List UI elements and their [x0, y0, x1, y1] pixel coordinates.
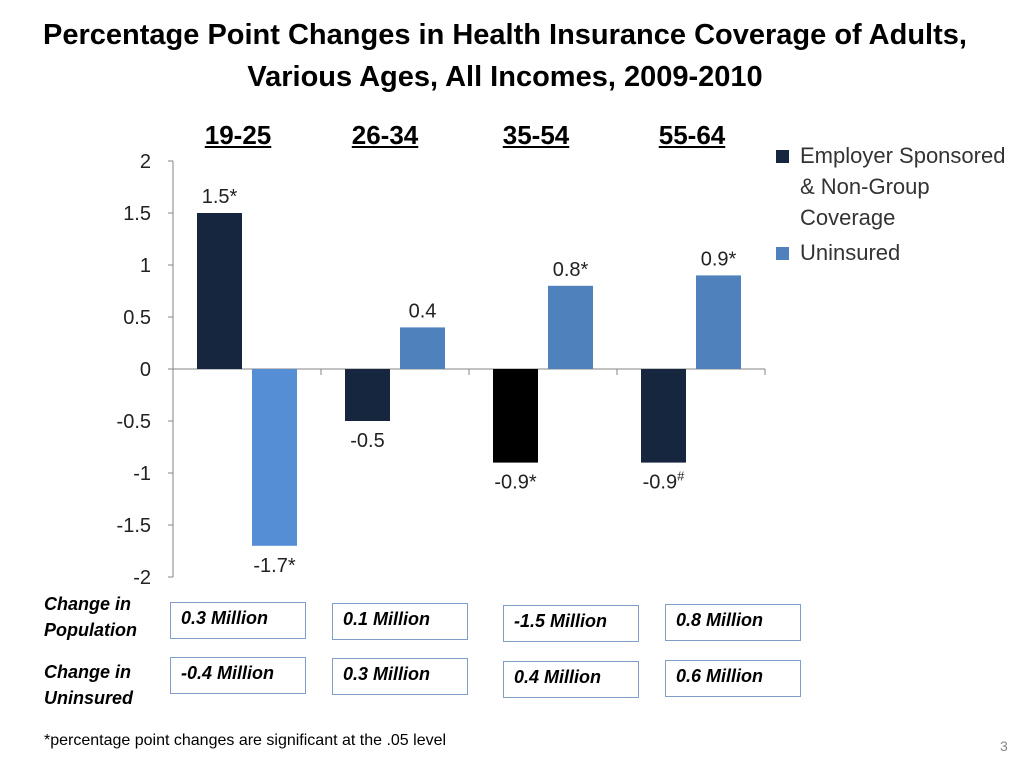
row-label-population: Change in Population — [44, 594, 137, 640]
bar-uninsured — [548, 285, 593, 369]
population-cell-26-34: 0.1 Million — [332, 603, 468, 640]
legend-item-employer: Employer Sponsored & Non-Group Coverage — [776, 140, 1021, 233]
data-label: -0.5 — [350, 430, 384, 452]
y-tick-label: -1.5 — [117, 515, 151, 537]
row-label-uninsured: Change in Uninsured — [44, 662, 134, 708]
chart-title: Percentage Point Changes in Health Insur… — [43, 19, 967, 93]
y-tick-label: -1 — [133, 463, 151, 485]
footnote: *percentage point changes are significan… — [44, 732, 447, 749]
data-label: 1.5* — [202, 186, 238, 208]
population-cell-19-25: 0.3 Million — [170, 602, 306, 639]
data-label: 0.4 — [409, 300, 437, 322]
bar-uninsured — [400, 327, 445, 369]
data-label: 0.9* — [701, 248, 737, 270]
legend-label-uninsured: Uninsured — [800, 240, 901, 265]
uninsured-cell-55-64: 0.6 Million — [665, 660, 801, 697]
uninsured-cell-35-54: 0.4 Million — [503, 661, 639, 698]
group-label-35-54: 35-54 — [502, 120, 570, 150]
y-tick-label: 2 — [140, 151, 151, 173]
uninsured-cell-26-34: 0.3 Million — [332, 658, 468, 695]
bar-employer — [493, 369, 538, 463]
y-tick-label: -2 — [133, 567, 151, 589]
bar-chart: 2 1.5 1 0.5 0 -0.5 -1 -1.5 -2 1.5* -0.5 -0.9* -0.9# -… — [117, 151, 766, 589]
data-label: -1.7* — [253, 555, 295, 577]
y-tick-label: -0.5 — [117, 411, 151, 433]
bar-employer — [197, 213, 242, 369]
population-cell-35-54: -1.5 Million — [503, 605, 639, 642]
group-label-55-64: 55-64 — [658, 120, 726, 150]
data-label: -0.9* — [494, 472, 536, 494]
legend-swatch-employer — [776, 150, 789, 163]
uninsured-cell-19-25: -0.4 Million — [170, 657, 306, 694]
group-label-19-25: 19-25 — [204, 120, 272, 150]
population-cell-55-64: 0.8 Million — [665, 604, 801, 641]
legend: Employer Sponsored & Non-Group Coverage … — [776, 140, 1021, 268]
data-label: -0.9# — [643, 469, 685, 494]
y-tick-label: 1 — [140, 255, 151, 277]
data-label-superscript: # — [677, 469, 685, 484]
data-label: 0.8* — [553, 259, 589, 281]
y-tick-label: 0.5 — [123, 307, 151, 329]
bar-uninsured — [696, 275, 741, 369]
bar-employer — [641, 369, 686, 463]
bar-employer — [345, 369, 390, 421]
legend-label-employer: Employer Sponsored & Non-Group Coverage — [800, 143, 1006, 230]
group-label-26-34: 26-34 — [351, 120, 419, 150]
page-number: 3 — [1000, 738, 1008, 754]
y-tick-label: 0 — [140, 359, 151, 381]
legend-swatch-uninsured — [776, 247, 789, 260]
bar-uninsured — [252, 369, 297, 546]
legend-item-uninsured: Uninsured — [776, 237, 1021, 268]
y-tick-label: 1.5 — [123, 203, 151, 225]
